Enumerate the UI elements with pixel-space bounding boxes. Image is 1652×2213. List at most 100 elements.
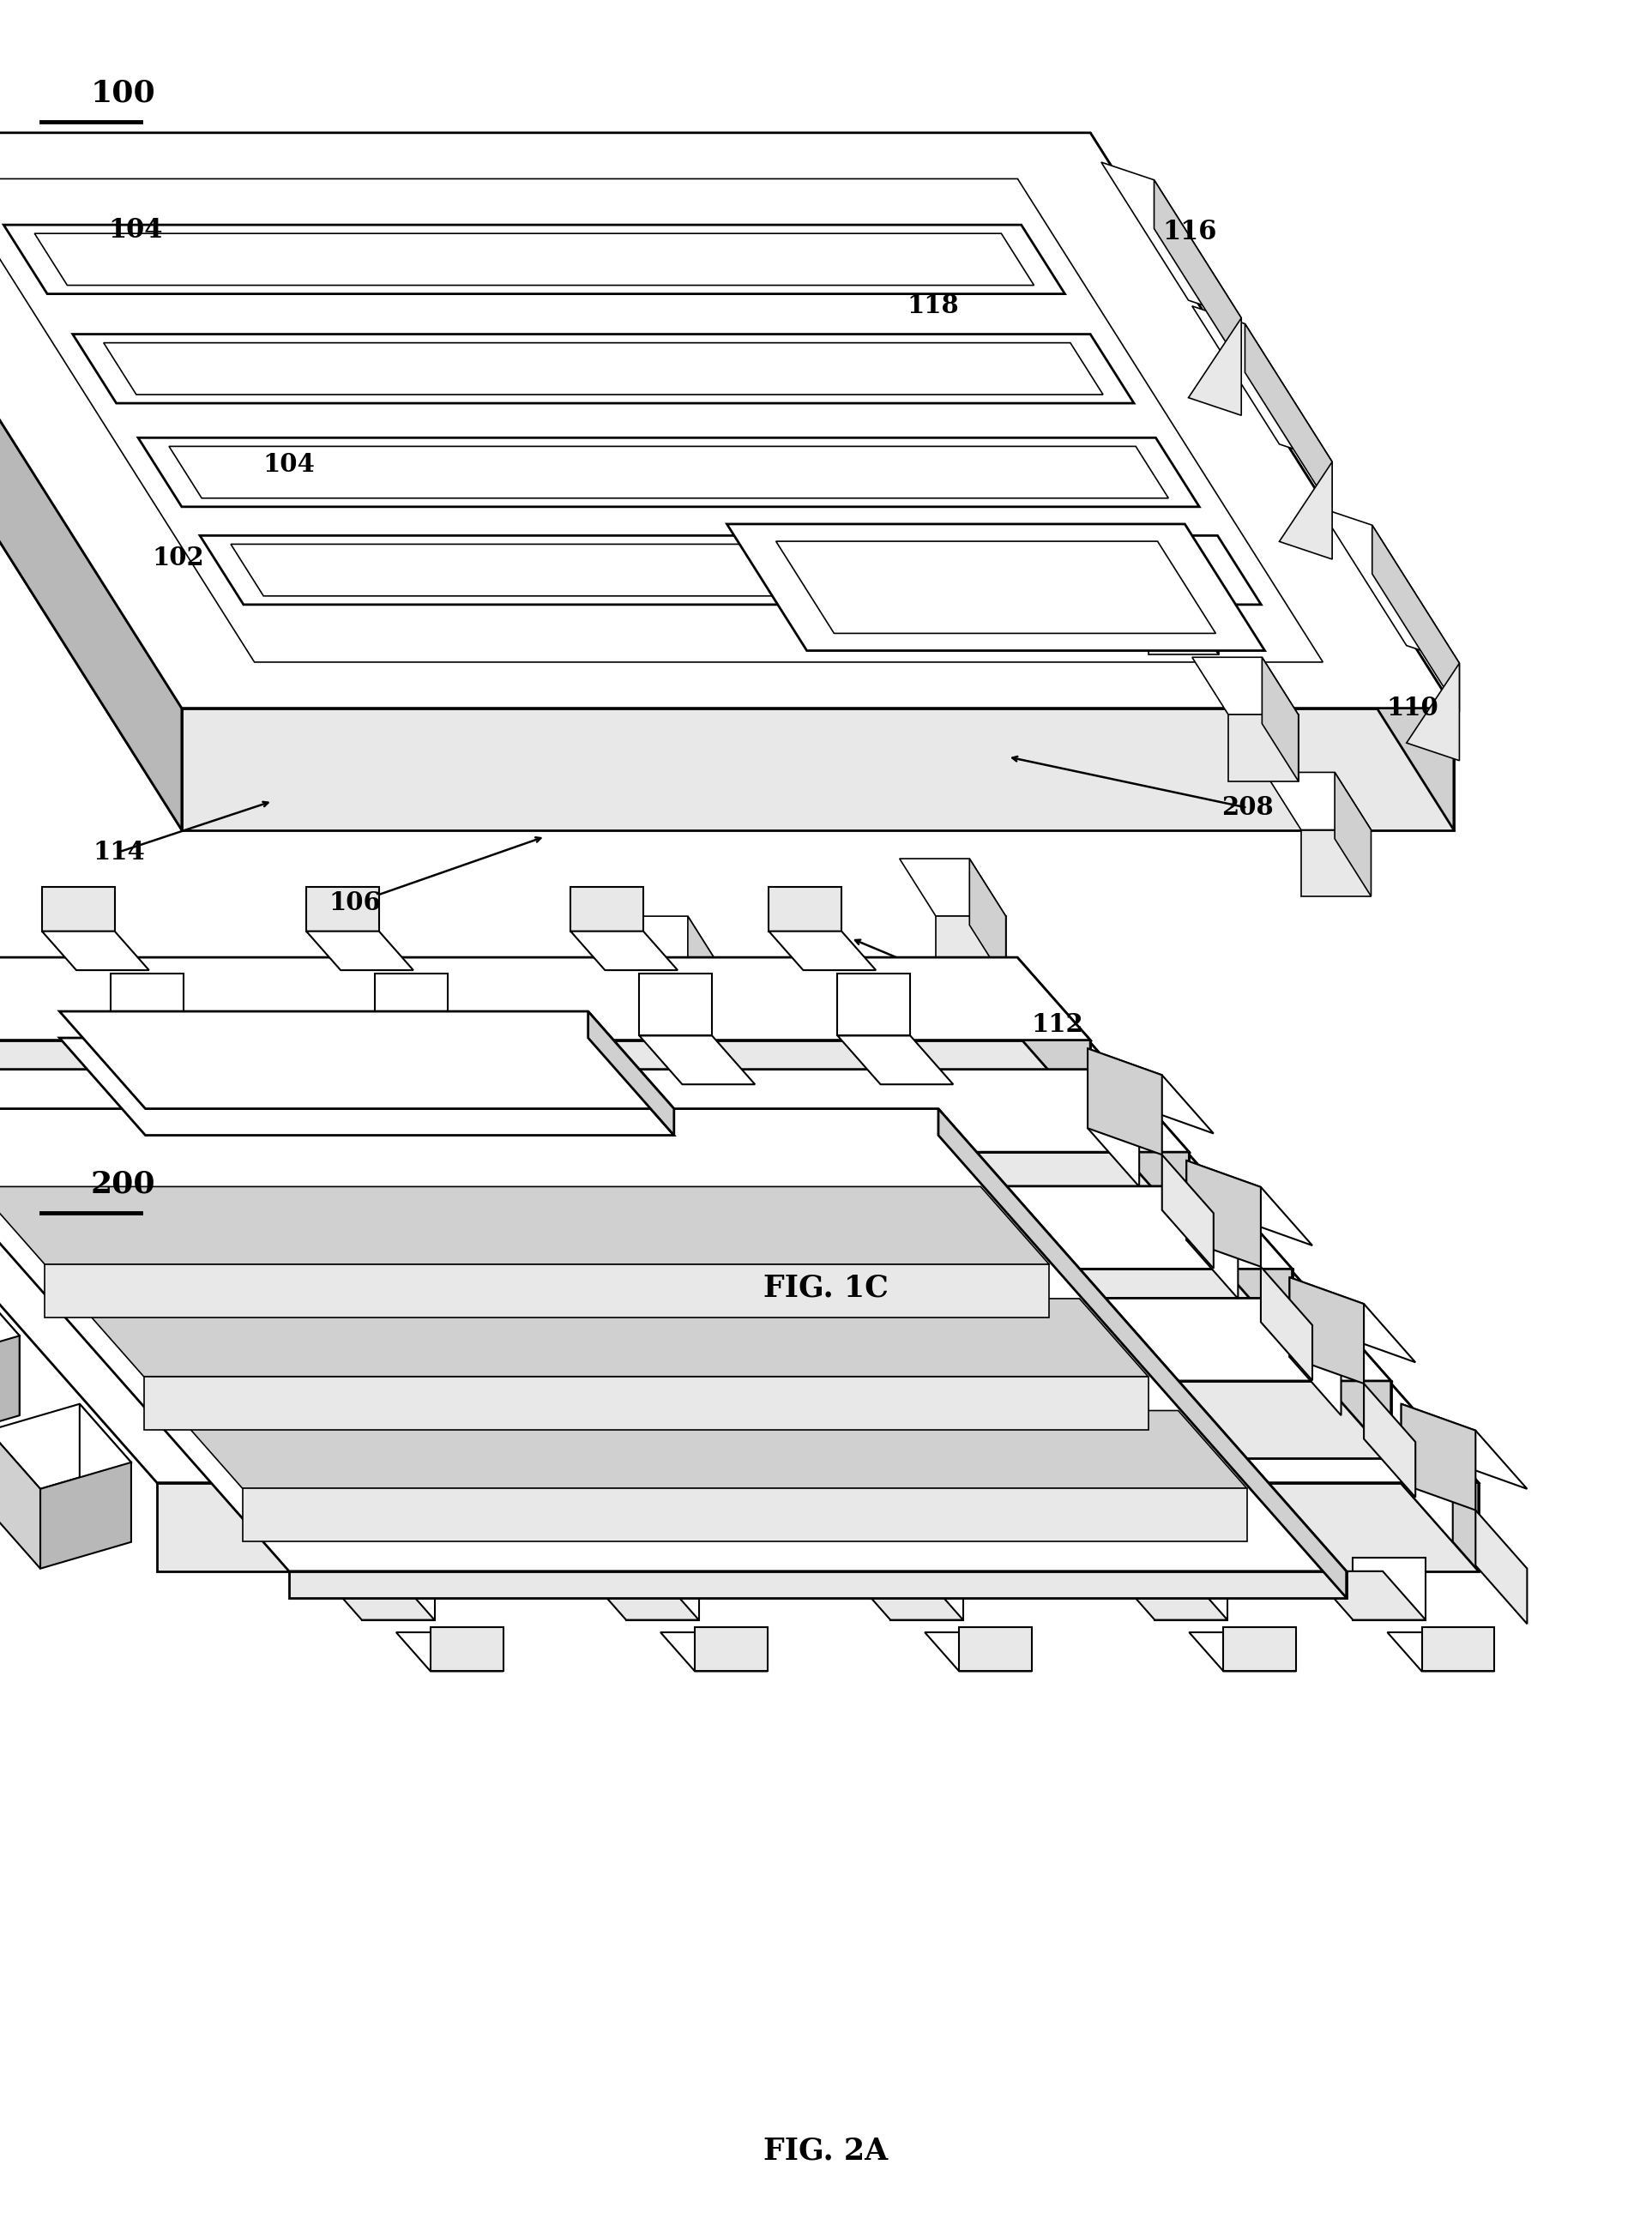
Polygon shape — [243, 1489, 1247, 1542]
Polygon shape — [1193, 305, 1332, 463]
Polygon shape — [1161, 1155, 1214, 1268]
Text: FIG. 2A: FIG. 2A — [763, 2136, 889, 2167]
Polygon shape — [639, 974, 712, 1036]
Polygon shape — [1186, 1160, 1237, 1299]
Polygon shape — [1049, 996, 1479, 1571]
Polygon shape — [639, 1036, 755, 1084]
Polygon shape — [41, 932, 149, 969]
Text: 110: 110 — [1386, 695, 1439, 721]
Polygon shape — [79, 1403, 131, 1542]
Polygon shape — [1224, 1627, 1297, 1671]
Polygon shape — [838, 974, 910, 1036]
Polygon shape — [1087, 1049, 1140, 1186]
Polygon shape — [0, 1403, 131, 1489]
Polygon shape — [1018, 958, 1090, 1118]
Polygon shape — [0, 1337, 20, 1443]
Polygon shape — [0, 254, 1454, 830]
Polygon shape — [30, 1186, 1292, 1268]
Polygon shape — [626, 1558, 699, 1620]
Polygon shape — [1422, 1627, 1495, 1671]
Polygon shape — [200, 536, 1260, 604]
Polygon shape — [431, 1627, 504, 1671]
Polygon shape — [1148, 589, 1219, 655]
Polygon shape — [41, 887, 114, 932]
Text: 100: 100 — [91, 77, 155, 108]
Polygon shape — [1193, 657, 1298, 715]
Polygon shape — [157, 1483, 1479, 1571]
Polygon shape — [319, 1571, 434, 1620]
Polygon shape — [1388, 1633, 1495, 1671]
Polygon shape — [0, 133, 1454, 708]
Polygon shape — [231, 544, 1231, 595]
Polygon shape — [1117, 1069, 1189, 1230]
Text: 114: 114 — [93, 839, 145, 865]
Polygon shape — [40, 1463, 131, 1569]
Polygon shape — [375, 1036, 491, 1084]
Polygon shape — [727, 524, 1265, 651]
Polygon shape — [59, 1011, 674, 1109]
Polygon shape — [960, 1627, 1032, 1671]
Polygon shape — [182, 708, 1454, 830]
Text: 102: 102 — [152, 544, 205, 571]
Polygon shape — [111, 1036, 226, 1084]
Polygon shape — [661, 1633, 768, 1671]
Polygon shape — [570, 887, 643, 932]
Polygon shape — [0, 1109, 1346, 1571]
Polygon shape — [362, 1558, 434, 1620]
Polygon shape — [0, 1040, 1090, 1118]
Polygon shape — [1290, 1277, 1341, 1416]
Polygon shape — [0, 996, 1479, 1483]
Polygon shape — [1406, 664, 1459, 761]
Text: FIG. 1C: FIG. 1C — [763, 1272, 889, 1303]
Polygon shape — [111, 974, 183, 1036]
Polygon shape — [1320, 507, 1459, 664]
Text: 208: 208 — [1221, 794, 1274, 821]
Polygon shape — [396, 1633, 504, 1671]
Polygon shape — [1189, 1633, 1297, 1671]
Polygon shape — [1102, 162, 1241, 319]
Polygon shape — [1335, 772, 1371, 896]
Text: 104: 104 — [109, 217, 162, 243]
Text: 104: 104 — [263, 451, 316, 478]
Polygon shape — [0, 133, 1090, 254]
Polygon shape — [1279, 463, 1332, 560]
Polygon shape — [1262, 657, 1298, 781]
Polygon shape — [1186, 1160, 1260, 1266]
Polygon shape — [306, 887, 378, 932]
Polygon shape — [768, 887, 841, 932]
Polygon shape — [3, 226, 1066, 294]
Text: 116: 116 — [1163, 219, 1216, 246]
Polygon shape — [583, 1571, 699, 1620]
Polygon shape — [1302, 830, 1371, 896]
Polygon shape — [1188, 319, 1241, 416]
Polygon shape — [768, 932, 876, 969]
Polygon shape — [1155, 1558, 1227, 1620]
Polygon shape — [0, 179, 1323, 662]
Text: 112: 112 — [1031, 1011, 1084, 1038]
Polygon shape — [1155, 179, 1241, 367]
Polygon shape — [59, 1038, 674, 1135]
Polygon shape — [0, 133, 182, 830]
Polygon shape — [0, 1277, 20, 1416]
Polygon shape — [776, 542, 1216, 633]
Polygon shape — [900, 859, 1006, 916]
Polygon shape — [618, 916, 724, 974]
Polygon shape — [1475, 1509, 1526, 1624]
Polygon shape — [1401, 1403, 1526, 1489]
Polygon shape — [847, 1571, 963, 1620]
Polygon shape — [289, 1571, 1346, 1598]
Polygon shape — [1353, 1558, 1426, 1620]
Polygon shape — [1112, 1571, 1227, 1620]
Polygon shape — [570, 932, 677, 969]
Polygon shape — [173, 1410, 1247, 1489]
Polygon shape — [1260, 1266, 1312, 1381]
Polygon shape — [588, 1011, 674, 1135]
Polygon shape — [970, 859, 1006, 983]
Polygon shape — [74, 1299, 1148, 1376]
Polygon shape — [890, 1558, 963, 1620]
Polygon shape — [1401, 1403, 1452, 1542]
Polygon shape — [1090, 133, 1454, 830]
Polygon shape — [104, 343, 1104, 394]
Polygon shape — [129, 1299, 1391, 1381]
Polygon shape — [202, 1381, 1391, 1458]
